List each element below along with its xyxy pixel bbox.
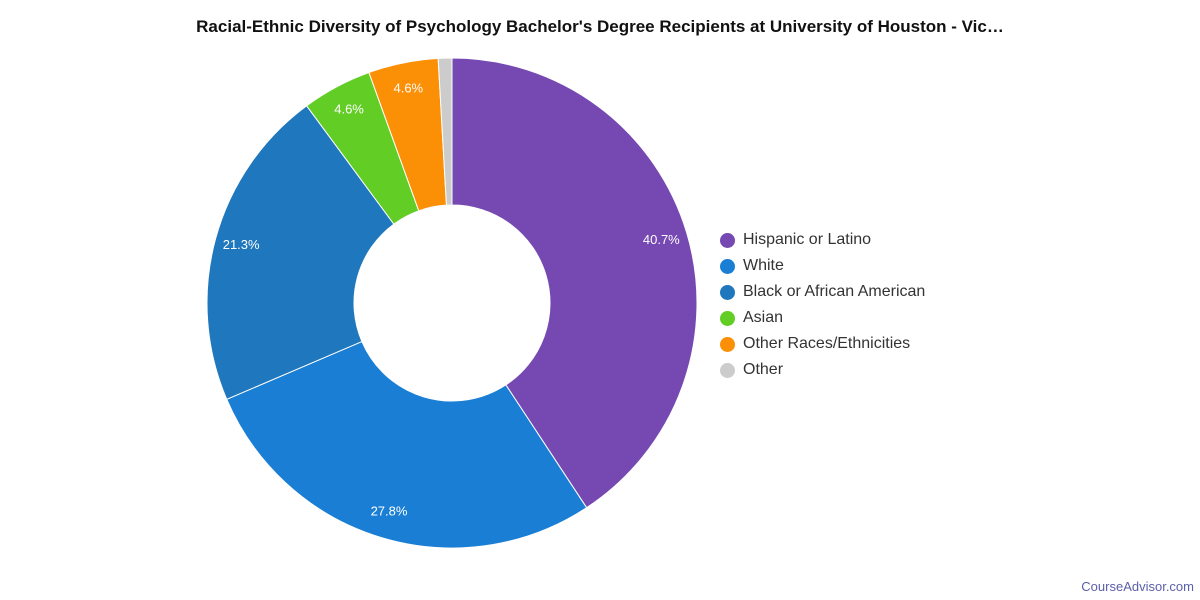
- legend-label: White: [743, 257, 784, 274]
- slice-label-white: 27.8%: [371, 504, 408, 519]
- legend-swatch-icon: [720, 232, 735, 248]
- legend-item-white[interactable]: White: [720, 253, 925, 279]
- legend-item-hispanic-or-latino[interactable]: Hispanic or Latino: [720, 227, 925, 253]
- legend-label: Asian: [743, 309, 784, 326]
- legend-item-asian[interactable]: Asian: [720, 305, 925, 331]
- legend-item-other-races-ethnicities[interactable]: Other Races/Ethnicities: [720, 331, 925, 357]
- slice-black-or-african-american[interactable]: [206, 105, 395, 400]
- slice-label-asian: 4.6%: [334, 102, 364, 117]
- slice-other[interactable]: [437, 57, 453, 206]
- legend-swatch-icon: [720, 284, 735, 300]
- slice-label-hispanic-or-latino: 40.7%: [643, 232, 680, 247]
- donut-chart: 40.7% 27.8% 21.3% 4.6% 4.6%: [206, 57, 698, 549]
- legend-swatch-icon: [720, 258, 735, 274]
- legend-label: Black or African American: [743, 283, 926, 300]
- legend-label: Other: [743, 361, 784, 378]
- legend-swatch-icon: [720, 362, 735, 378]
- source-credit[interactable]: CourseAdvisor.com: [1081, 579, 1194, 594]
- slice-label-other-races-ethnicities: 4.6%: [393, 80, 423, 95]
- legend-swatch-icon: [720, 310, 735, 326]
- legend-label: Other Races/Ethnicities: [743, 335, 911, 352]
- legend-item-other[interactable]: Other: [720, 357, 925, 383]
- slice-white[interactable]: [226, 340, 588, 549]
- slice-label-black-or-african-american: 21.3%: [223, 237, 260, 252]
- legend-item-black-or-african-american[interactable]: Black or African American: [720, 279, 925, 305]
- chart-title: Racial-Ethnic Diversity of Psychology Ba…: [196, 17, 1004, 36]
- legend: Hispanic or Latino White Black or African …: [720, 227, 925, 383]
- legend-label: Hispanic or Latino: [743, 231, 872, 248]
- legend-swatch-icon: [720, 336, 735, 352]
